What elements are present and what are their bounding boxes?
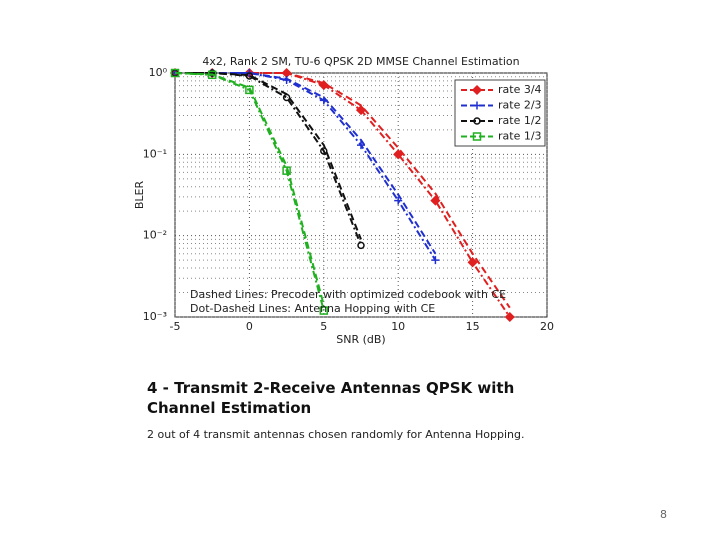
marker (245, 85, 254, 95)
y-tick-label: 10⁻³ (143, 310, 167, 323)
legend-label: rate 1/2 (498, 114, 542, 127)
x-tick-label: 10 (391, 320, 405, 333)
annotation: Dot-Dashed Lines: Antenna Hopping with C… (190, 302, 435, 315)
marker (207, 70, 217, 80)
y-tick-label: 10⁻¹ (143, 147, 167, 160)
caption-note: 2 out of 4 transmit antennas chosen rand… (147, 428, 525, 441)
marker (355, 105, 367, 116)
marker (282, 93, 291, 102)
x-tick-label: 15 (466, 320, 480, 333)
chart: 4x2, Rank 2 SM, TU-6 QPSK 2D MMSE Channe… (133, 55, 554, 346)
marker (473, 117, 481, 125)
chart-title: 4x2, Rank 2 SM, TU-6 QPSK 2D MMSE Channe… (202, 55, 519, 68)
series-line (174, 72, 325, 306)
x-tick-label: 5 (320, 320, 327, 333)
series-line (175, 72, 362, 246)
series-line (174, 72, 325, 311)
x-tick-label: 20 (540, 320, 554, 333)
x-tick-label: -5 (170, 320, 181, 333)
marker (318, 80, 329, 91)
y-tick-label: 10⁻² (143, 229, 167, 242)
marker (319, 306, 329, 315)
y-axis-label: BLER (133, 181, 146, 210)
marker (431, 256, 440, 265)
legend-label: rate 3/4 (498, 83, 542, 96)
marker (357, 141, 365, 150)
marker (467, 257, 478, 268)
series-line (175, 72, 437, 255)
legend-label: rate 2/3 (498, 99, 542, 112)
marker (282, 76, 291, 85)
marker (471, 84, 483, 96)
y-tick-label: 10⁰ (149, 66, 168, 79)
marker (357, 241, 365, 250)
legend-label: rate 1/3 (498, 130, 542, 143)
annotation: Dashed Lines: Precoder with optimized co… (190, 288, 506, 301)
marker (170, 68, 180, 78)
marker (320, 147, 328, 155)
marker (319, 96, 328, 105)
marker (504, 311, 515, 323)
marker (245, 72, 254, 80)
marker (430, 195, 441, 206)
marker (472, 132, 482, 141)
caption-heading: 4 - Transmit 2-Receive Antennas QPSK wit… (147, 379, 515, 417)
page-number: 8 (660, 508, 667, 521)
marker (473, 101, 481, 110)
x-axis-label: SNR (dB) (336, 333, 385, 346)
marker (282, 166, 291, 175)
x-tick-label: 0 (246, 320, 253, 333)
marker (393, 149, 404, 160)
marker (394, 196, 403, 205)
